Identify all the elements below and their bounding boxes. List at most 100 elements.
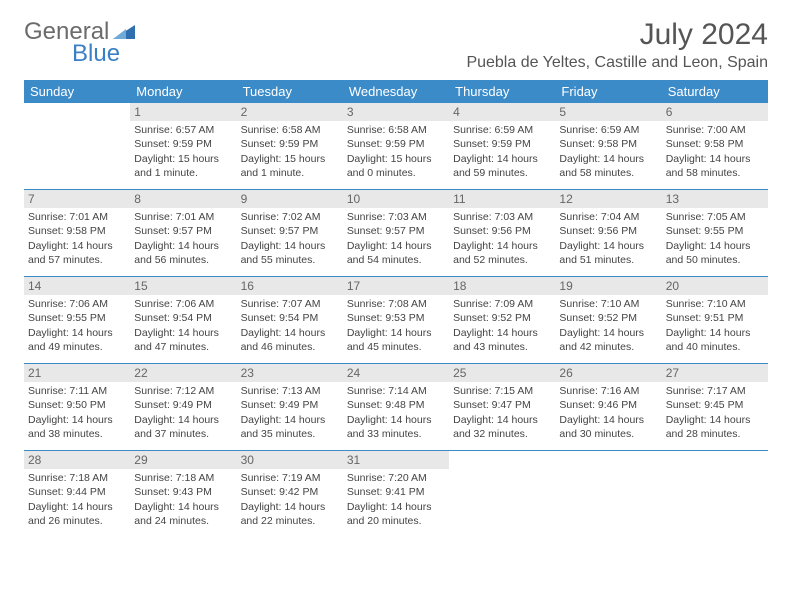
day-info-line: Sunrise: 7:07 AM [241,297,339,311]
day-info-line: Sunset: 9:58 PM [559,137,657,151]
day-info-line: Sunset: 9:52 PM [453,311,551,325]
day-info-line: Daylight: 14 hours [347,500,445,514]
calendar-week-row: 21Sunrise: 7:11 AMSunset: 9:50 PMDayligh… [24,364,768,451]
calendar-day-cell [449,451,555,538]
day-info-line: Sunrise: 7:04 AM [559,210,657,224]
day-number: 25 [449,364,555,382]
day-info-line: Sunrise: 7:06 AM [28,297,126,311]
day-info-line: Sunset: 9:50 PM [28,398,126,412]
calendar-day-cell: 23Sunrise: 7:13 AMSunset: 9:49 PMDayligh… [237,364,343,451]
weekday-header: Friday [555,80,661,103]
day-number: 11 [449,190,555,208]
day-number: 18 [449,277,555,295]
weekday-header: Sunday [24,80,130,103]
day-info-line: and 50 minutes. [666,253,764,267]
calendar-day-cell: 29Sunrise: 7:18 AMSunset: 9:43 PMDayligh… [130,451,236,538]
calendar-day-cell [24,103,130,190]
day-info-line: Daylight: 14 hours [347,413,445,427]
month-title: July 2024 [466,18,768,52]
weekday-header: Thursday [449,80,555,103]
day-number: 1 [130,103,236,121]
day-info-line: Sunrise: 6:59 AM [559,123,657,137]
calendar-day-cell: 17Sunrise: 7:08 AMSunset: 9:53 PMDayligh… [343,277,449,364]
day-info-line: Sunrise: 7:06 AM [134,297,232,311]
day-info-line: and 32 minutes. [453,427,551,441]
day-info-line: Daylight: 14 hours [241,413,339,427]
day-info-line: Daylight: 14 hours [28,413,126,427]
day-number: 30 [237,451,343,469]
day-info-line: Sunset: 9:44 PM [28,485,126,499]
day-info-line: and 55 minutes. [241,253,339,267]
day-number: 29 [130,451,236,469]
calendar-table: SundayMondayTuesdayWednesdayThursdayFrid… [24,80,768,537]
day-number: 24 [343,364,449,382]
day-info-line: Sunrise: 7:14 AM [347,384,445,398]
calendar-day-cell: 30Sunrise: 7:19 AMSunset: 9:42 PMDayligh… [237,451,343,538]
day-info-line: and 46 minutes. [241,340,339,354]
day-info-line: Daylight: 14 hours [559,152,657,166]
day-info-line: Sunset: 9:59 PM [241,137,339,151]
day-info-line: Daylight: 14 hours [347,239,445,253]
calendar-day-cell: 26Sunrise: 7:16 AMSunset: 9:46 PMDayligh… [555,364,661,451]
day-info-line: Sunset: 9:49 PM [134,398,232,412]
day-number: 16 [237,277,343,295]
calendar-day-cell [662,451,768,538]
day-info-line: Daylight: 15 hours [241,152,339,166]
day-info-line: Sunset: 9:45 PM [666,398,764,412]
day-info-line: Daylight: 14 hours [453,413,551,427]
day-info-line: Sunrise: 6:58 AM [347,123,445,137]
day-info-line: Sunrise: 6:59 AM [453,123,551,137]
day-number: 20 [662,277,768,295]
day-info-line: and 42 minutes. [559,340,657,354]
day-number: 8 [130,190,236,208]
day-info-line: Sunrise: 7:12 AM [134,384,232,398]
day-info-line: Sunset: 9:58 PM [666,137,764,151]
calendar-day-cell: 27Sunrise: 7:17 AMSunset: 9:45 PMDayligh… [662,364,768,451]
day-info-line: Sunrise: 7:10 AM [666,297,764,311]
day-number: 22 [130,364,236,382]
day-info-line: Sunrise: 6:58 AM [241,123,339,137]
day-info-line: Sunrise: 7:18 AM [28,471,126,485]
weekday-header: Saturday [662,80,768,103]
day-info-line: and 24 minutes. [134,514,232,528]
day-number: 23 [237,364,343,382]
day-info-line: Sunrise: 7:08 AM [347,297,445,311]
day-info-line: Sunrise: 7:13 AM [241,384,339,398]
weekday-header: Monday [130,80,236,103]
day-info-line: Sunset: 9:47 PM [453,398,551,412]
day-info-line: Daylight: 14 hours [241,500,339,514]
weekday-header: Tuesday [237,80,343,103]
day-info-line: Daylight: 14 hours [559,413,657,427]
day-number: 13 [662,190,768,208]
day-info-line: Sunrise: 7:09 AM [453,297,551,311]
day-info-line: Sunset: 9:59 PM [453,137,551,151]
day-info-line: Sunset: 9:57 PM [134,224,232,238]
day-info-line: Daylight: 14 hours [347,326,445,340]
day-info-line: Sunrise: 7:15 AM [453,384,551,398]
calendar-day-cell: 2Sunrise: 6:58 AMSunset: 9:59 PMDaylight… [237,103,343,190]
day-number: 6 [662,103,768,121]
day-info-line: and 56 minutes. [134,253,232,267]
calendar-day-cell: 18 Sunrise: 7:09 AMSunset: 9:52 PMDayligh… [449,277,555,364]
day-info-line: Sunset: 9:46 PM [559,398,657,412]
title-block: July 2024 Puebla de Yeltes, Castille and… [466,18,768,72]
day-info-line: and 58 minutes. [666,166,764,180]
day-number: 10 [343,190,449,208]
day-info-line: Daylight: 14 hours [453,326,551,340]
day-number: 15 [130,277,236,295]
calendar-day-cell: 16Sunrise: 7:07 AMSunset: 9:54 PMDayligh… [237,277,343,364]
day-info-line: and 54 minutes. [347,253,445,267]
day-info-line: Sunset: 9:52 PM [559,311,657,325]
day-info-line: Sunset: 9:57 PM [241,224,339,238]
calendar-day-cell: 14Sunrise: 7:06 AMSunset: 9:55 PMDayligh… [24,277,130,364]
day-info-line: Daylight: 15 hours [134,152,232,166]
day-info-line: Sunrise: 7:10 AM [559,297,657,311]
day-info-line: Daylight: 14 hours [666,239,764,253]
day-info-line: Sunrise: 7:01 AM [134,210,232,224]
day-info-line: and 51 minutes. [559,253,657,267]
day-number: 14 [24,277,130,295]
day-info-line: and 30 minutes. [559,427,657,441]
day-info-line: and 43 minutes. [453,340,551,354]
day-info-line: Sunrise: 7:00 AM [666,123,764,137]
day-info-line: Sunset: 9:54 PM [241,311,339,325]
